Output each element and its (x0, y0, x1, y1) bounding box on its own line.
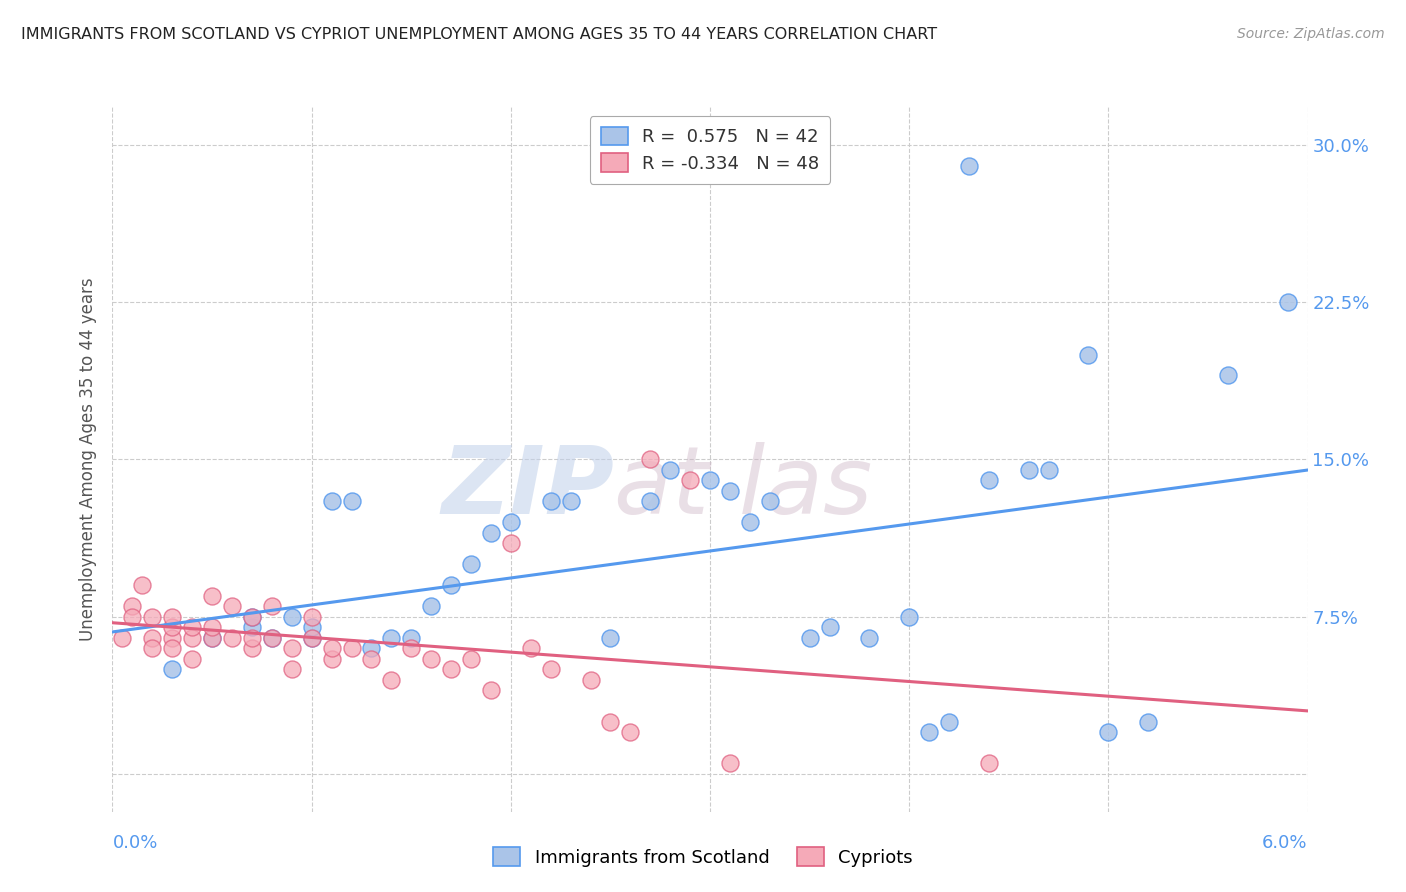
Point (260, 631, 283, 645)
Y-axis label: Unemployment Among Ages 35 to 44 years: Unemployment Among Ages 35 to 44 years (79, 277, 97, 641)
Point (659, 463, 682, 477)
Point (111, 631, 134, 645)
Text: 0.0%: 0.0% (112, 834, 157, 852)
Point (499, 516, 522, 530)
Point (460, 651, 482, 665)
Point (221, 599, 243, 614)
Point (141, 609, 163, 624)
Point (321, 494, 343, 508)
Point (1277, 295, 1299, 310)
Point (599, 631, 621, 645)
Point (201, 620, 224, 634)
Point (181, 620, 204, 634)
Point (181, 651, 204, 665)
Point (240, 609, 263, 624)
Text: at las: at las (614, 442, 873, 533)
Point (240, 641, 263, 656)
Point (699, 474, 721, 488)
Point (162, 609, 183, 624)
Point (599, 714, 621, 729)
Point (121, 609, 143, 624)
Point (221, 631, 243, 645)
Point (360, 641, 382, 656)
Point (918, 725, 941, 739)
Point (240, 620, 263, 634)
Text: 6.0%: 6.0% (1263, 834, 1308, 852)
Point (340, 641, 363, 656)
Point (579, 673, 602, 687)
Point (240, 631, 263, 645)
Point (957, 159, 980, 173)
Point (540, 494, 562, 508)
Point (898, 609, 921, 624)
Point (977, 474, 1000, 488)
Point (162, 641, 183, 656)
Point (1097, 725, 1119, 739)
Point (201, 631, 224, 645)
Point (281, 662, 304, 676)
Point (738, 516, 761, 530)
Point (718, 483, 741, 498)
Point (121, 599, 143, 614)
Point (1018, 463, 1040, 477)
Point (162, 631, 183, 645)
Point (321, 651, 343, 665)
Point (360, 651, 382, 665)
Point (401, 641, 423, 656)
Point (479, 525, 502, 540)
Point (301, 631, 323, 645)
Point (520, 641, 543, 656)
Point (938, 714, 960, 729)
Point (260, 599, 283, 614)
Point (1077, 347, 1099, 361)
Point (420, 599, 443, 614)
Text: Source: ZipAtlas.com: Source: ZipAtlas.com (1237, 27, 1385, 41)
Point (181, 631, 204, 645)
Point (301, 620, 323, 634)
Point (321, 641, 343, 656)
Point (540, 662, 562, 676)
Point (340, 494, 363, 508)
Point (858, 631, 880, 645)
Point (162, 662, 183, 676)
Point (1137, 714, 1160, 729)
Point (240, 609, 263, 624)
Point (281, 609, 304, 624)
Point (799, 631, 821, 645)
Point (162, 620, 183, 634)
Point (301, 609, 323, 624)
Point (380, 631, 402, 645)
Point (440, 578, 463, 592)
Point (499, 536, 522, 550)
Point (818, 620, 841, 634)
Point (679, 474, 702, 488)
Point (420, 651, 443, 665)
Point (619, 725, 641, 739)
Point (640, 452, 662, 467)
Legend: R =  0.575   N = 42, R = -0.334   N = 48: R = 0.575 N = 42, R = -0.334 N = 48 (591, 116, 830, 184)
Point (759, 494, 782, 508)
Point (1216, 368, 1239, 383)
Point (201, 631, 224, 645)
Point (479, 683, 502, 698)
Point (260, 631, 283, 645)
Point (640, 494, 662, 508)
Text: IMMIGRANTS FROM SCOTLAND VS CYPRIOT UNEMPLOYMENT AMONG AGES 35 TO 44 YEARS CORRE: IMMIGRANTS FROM SCOTLAND VS CYPRIOT UNEM… (21, 27, 938, 42)
Point (401, 631, 423, 645)
Point (301, 631, 323, 645)
Point (141, 641, 163, 656)
Point (141, 631, 163, 645)
Point (131, 578, 153, 592)
Point (460, 558, 482, 572)
Point (718, 756, 741, 771)
Text: ZIP: ZIP (441, 442, 614, 533)
Point (201, 589, 224, 603)
Point (1038, 463, 1060, 477)
Point (560, 494, 582, 508)
Point (440, 662, 463, 676)
Point (977, 756, 1000, 771)
Legend: Immigrants from Scotland, Cypriots: Immigrants from Scotland, Cypriots (486, 840, 920, 874)
Point (380, 673, 402, 687)
Point (281, 641, 304, 656)
